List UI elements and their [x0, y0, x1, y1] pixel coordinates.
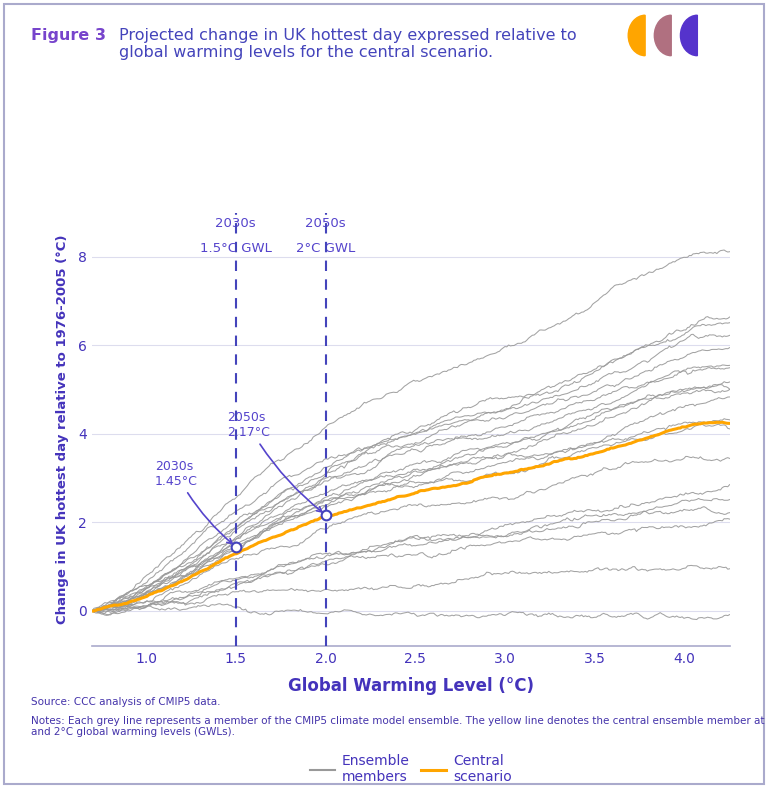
Text: Source: CCC analysis of CMIP5 data.: Source: CCC analysis of CMIP5 data. [31, 697, 220, 708]
Text: 2050s: 2050s [305, 217, 346, 230]
Text: 2030s
1.45°C: 2030s 1.45°C [155, 459, 232, 544]
Wedge shape [654, 15, 671, 56]
Wedge shape [628, 15, 645, 56]
Text: Projected change in UK hottest day expressed relative to
global warming levels f: Projected change in UK hottest day expre… [119, 28, 577, 60]
Text: 2050s
2.17°C: 2050s 2.17°C [227, 411, 322, 512]
Text: Figure 3: Figure 3 [31, 28, 106, 43]
Wedge shape [680, 15, 697, 56]
Legend: Ensemble
members, Central
scenario: Ensemble members, Central scenario [304, 749, 518, 788]
X-axis label: Global Warming Level (°C): Global Warming Level (°C) [288, 677, 534, 695]
Text: 1.5°C GWL: 1.5°C GWL [200, 242, 272, 255]
Text: Notes: Each grey line represents a member of the CMIP5 climate model ensemble. T: Notes: Each grey line represents a membe… [31, 716, 768, 737]
Text: 2°C GWL: 2°C GWL [296, 242, 356, 255]
Y-axis label: Change in UK hottest day relative to 1976-2005 (°C): Change in UK hottest day relative to 197… [56, 235, 69, 624]
Text: 2030s: 2030s [216, 217, 256, 230]
